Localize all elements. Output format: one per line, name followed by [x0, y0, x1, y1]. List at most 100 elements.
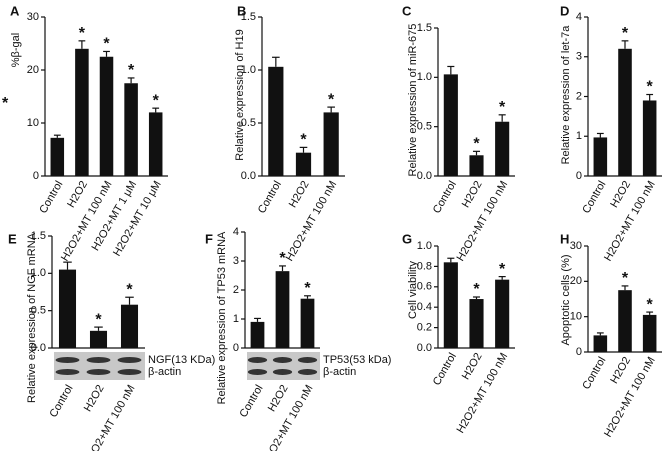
bar — [275, 271, 290, 348]
y-axis-label: Cell viability — [407, 260, 419, 319]
significance-star: * — [95, 311, 102, 328]
bar — [618, 48, 632, 176]
x-tick-label: H2O2 — [608, 179, 633, 210]
x-tick-label: H2O2 — [460, 351, 485, 382]
y-tick-label: 3 — [576, 51, 582, 63]
significance-star: * — [153, 92, 160, 109]
y-tick-label: 1.5 — [31, 230, 46, 242]
significance-star: * — [647, 79, 654, 96]
bar — [443, 262, 458, 348]
bar — [495, 121, 510, 176]
panel-letter: C — [402, 3, 412, 18]
bar — [618, 290, 632, 352]
y-tick-label: 0 — [233, 342, 239, 354]
blot-label: TP53(53 kDa) — [323, 354, 391, 366]
y-tick-label: 30 — [27, 11, 39, 23]
significance-star: * — [300, 132, 307, 149]
bar — [268, 66, 284, 176]
y-tick-label: 0.5 — [417, 121, 432, 133]
significance-star: * — [499, 261, 506, 278]
panel: B Relative expression of H19 0.0 0.5 1.0 1.5 C… — [234, 3, 345, 263]
side-mark: * — [2, 95, 9, 112]
y-tick-label: 0.5 — [241, 117, 256, 129]
bar — [642, 314, 657, 352]
blot-band — [272, 357, 293, 363]
y-tick-label: 0.5 — [31, 305, 46, 317]
blot-band — [297, 357, 318, 363]
blot-band — [297, 369, 318, 375]
y-axis-label: Relative expression of TP53 mRNA — [216, 231, 228, 404]
significance-star: * — [128, 62, 135, 79]
y-tick-label: 0 — [576, 170, 582, 182]
x-tick-label: H2O2+MT 100 nM — [602, 179, 658, 263]
panel-letter: G — [402, 231, 412, 246]
significance-star: * — [473, 136, 480, 153]
blot-band — [272, 369, 293, 375]
blot-band — [247, 369, 268, 375]
y-tick-label: 0.8 — [417, 260, 432, 272]
bar — [120, 304, 139, 348]
y-tick-label: 0.0 — [241, 170, 256, 182]
significance-star: * — [103, 36, 110, 53]
significance-star: * — [79, 25, 86, 42]
x-tick-label: H2O2+MT 100 nM — [455, 179, 511, 263]
x-tick-label: H2O2 — [460, 179, 485, 210]
bar — [99, 56, 114, 176]
blot-band — [117, 369, 142, 375]
bar — [58, 269, 77, 348]
blot-band — [55, 357, 80, 363]
y-tick-label: 4 — [576, 11, 582, 23]
bar — [295, 152, 312, 176]
x-tick-label: Control — [431, 179, 459, 216]
y-tick-label: 1.5 — [241, 11, 256, 23]
x-tick-label: Control — [580, 179, 608, 216]
bar — [323, 112, 339, 176]
significance-star: * — [126, 281, 133, 298]
y-axis-label: Apoptotic cells (%) — [560, 254, 572, 345]
x-tick-label: H2O2+MT 100 nM — [284, 179, 340, 263]
y-axis-label: Relative expression of NGF mRNA — [26, 232, 38, 403]
bar — [469, 299, 484, 348]
blot-label: β-actin — [148, 366, 181, 378]
significance-star: * — [622, 25, 629, 42]
panel-letter: F — [205, 231, 213, 246]
y-tick-label: 1.0 — [241, 64, 256, 76]
y-axis-label: Relative expression of let-7a — [560, 25, 572, 165]
blot-band — [86, 369, 111, 375]
y-tick-label: 1 — [233, 313, 239, 325]
bar — [593, 137, 608, 176]
significance-star: * — [622, 270, 629, 287]
y-tick-label: 1.0 — [417, 71, 432, 83]
blot-image — [54, 352, 145, 380]
x-tick-label: Control — [37, 179, 65, 216]
y-tick-label: 1.0 — [417, 240, 432, 252]
panel-letter: E — [8, 231, 17, 246]
significance-star: * — [473, 281, 480, 298]
y-tick-label: 2 — [233, 284, 239, 296]
panel: G Cell viability 0.0 0.2 0.4 0.6 0.8 1.0 Control… — [402, 231, 515, 435]
y-tick-label: 10 — [27, 117, 39, 129]
blot-label: NGF(13 KDa) — [148, 354, 215, 366]
significance-star: * — [304, 280, 311, 297]
x-tick-label: H2O2 — [608, 355, 633, 386]
bar — [469, 155, 484, 176]
bar — [443, 74, 458, 176]
blot-band — [55, 369, 80, 375]
x-tick-label: H2O2 — [266, 383, 291, 414]
blot-image — [247, 352, 320, 380]
bar — [642, 100, 657, 176]
y-axis-label: Relative expression of miR-675 — [407, 24, 419, 177]
y-tick-label: 20 — [27, 64, 39, 76]
significance-star: * — [279, 250, 286, 267]
significance-star: * — [499, 99, 506, 116]
panel: F Relative expression of TP53 mRNA 0 1 2 3 4 Co… — [205, 226, 391, 451]
x-tick-label: Control — [47, 383, 75, 420]
bar — [593, 335, 608, 352]
y-tick-label: 1.5 — [417, 22, 432, 34]
y-tick-label: 10 — [570, 311, 582, 323]
bar — [124, 83, 138, 176]
panel-letter: H — [560, 231, 569, 246]
bar — [495, 279, 510, 348]
